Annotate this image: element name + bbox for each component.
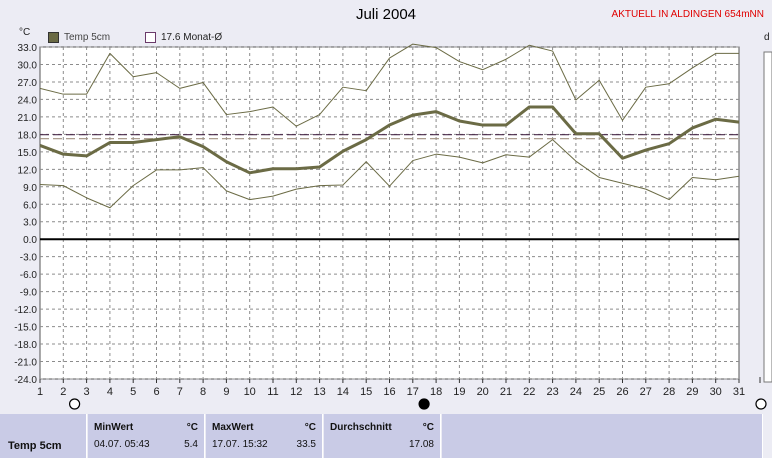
max-unit: °C bbox=[304, 422, 316, 433]
x-tick-label: 6 bbox=[153, 386, 159, 398]
stats-min-panel: MinWert °C 04.07. 05:43 5.4 bbox=[88, 414, 205, 458]
series-min-line bbox=[39, 139, 740, 209]
y-tick-label: 6.0 bbox=[23, 200, 37, 211]
x-tick-label: 27 bbox=[640, 386, 652, 398]
x-tick-label: 16 bbox=[383, 386, 395, 398]
station-label: AKTUELL IN ALDINGEN 654mNN bbox=[611, 9, 764, 20]
avg-unit: °C bbox=[422, 422, 434, 433]
y-tick-label: 30.0 bbox=[18, 60, 38, 71]
y-tick-label: -15.0 bbox=[14, 323, 37, 334]
x-tick-label: 19 bbox=[453, 386, 465, 398]
x-tick-label: 17 bbox=[407, 386, 419, 398]
y-tick-label: 3.0 bbox=[23, 218, 37, 229]
x-tick-label: 8 bbox=[200, 386, 206, 398]
x-tick-label: 7 bbox=[177, 386, 183, 398]
y-tick-label: 12.0 bbox=[18, 165, 38, 176]
x-tick-label: 31 bbox=[733, 386, 745, 398]
y-tick-label: -21.0 bbox=[14, 358, 37, 369]
y-unit-label: °C bbox=[19, 27, 31, 38]
x-tick-label: 18 bbox=[430, 386, 442, 398]
x-tick-label: 22 bbox=[523, 386, 535, 398]
x-tick-label: 21 bbox=[500, 386, 512, 398]
y-tick-label: -6.0 bbox=[20, 270, 38, 281]
min-header: MinWert bbox=[94, 422, 134, 433]
legend-series-label: Temp 5cm bbox=[64, 32, 111, 43]
right-scrollbar bbox=[763, 51, 772, 383]
min-date: 04.07. 05:43 bbox=[94, 439, 150, 450]
legend-series: Temp 5cm bbox=[48, 32, 110, 43]
plot-area: 33.030.027.024.021.018.015.012.09.06.03.… bbox=[14, 43, 772, 410]
y-tick-label: -18.0 bbox=[14, 340, 37, 351]
series-max-line bbox=[39, 43, 739, 127]
y-tick-label: 33.0 bbox=[18, 43, 38, 54]
y-tick-label: -3.0 bbox=[20, 253, 38, 264]
x-tick-label: 9 bbox=[223, 386, 229, 398]
min-unit: °C bbox=[186, 422, 198, 433]
avg-header: Durchschnitt bbox=[330, 422, 392, 433]
x-tick-label: 15 bbox=[360, 386, 372, 398]
x-tick-label: 24 bbox=[570, 386, 582, 398]
x-tick-label: 5 bbox=[130, 386, 136, 398]
stats-label-panel bbox=[0, 414, 87, 458]
x-tick-label: 3 bbox=[84, 386, 90, 398]
y-tick-label: -12.0 bbox=[14, 305, 37, 316]
min-value: 5.4 bbox=[184, 439, 198, 450]
y-tick-label: 21.0 bbox=[18, 113, 38, 124]
y-tick-label: 9.0 bbox=[23, 183, 37, 194]
stats-max-panel: MaxWert °C 17.07. 15:32 33.5 bbox=[206, 414, 323, 458]
y-tick-label: 24.0 bbox=[18, 95, 38, 106]
x-tick-label: 10 bbox=[244, 386, 256, 398]
stats-avg-panel: Durchschnitt °C 17.08 bbox=[324, 414, 441, 458]
legend-mean: 17.6 Monat-Ø bbox=[145, 32, 222, 43]
max-date: 17.07. 15:32 bbox=[212, 439, 268, 450]
x-tick-label: 1 bbox=[37, 386, 43, 398]
series-main-line bbox=[39, 105, 740, 175]
max-value: 33.5 bbox=[296, 439, 316, 450]
x-tick-label: 2 bbox=[60, 386, 66, 398]
y-tick-label: 18.0 bbox=[18, 130, 38, 141]
legend-mean-label: 17.6 Monat-Ø bbox=[161, 32, 223, 43]
y-tick-label: -9.0 bbox=[20, 288, 38, 299]
x-tick-label: 26 bbox=[616, 386, 628, 398]
legend-mean-swatch bbox=[145, 32, 156, 43]
y-tick-label: 27.0 bbox=[18, 78, 38, 89]
max-header: MaxWert bbox=[212, 422, 254, 433]
x-tick-label: 12 bbox=[290, 386, 302, 398]
first-quarter-moon-icon bbox=[68, 398, 81, 410]
x-tick-label: 23 bbox=[546, 386, 558, 398]
x-tick-label: 11 bbox=[267, 386, 278, 398]
legend-series-swatch bbox=[48, 32, 59, 43]
stats-empty-panel bbox=[442, 414, 763, 458]
x-tick-label: 25 bbox=[593, 386, 605, 398]
right-unit-label: d bbox=[764, 32, 770, 43]
full-moon-icon bbox=[418, 398, 430, 410]
x-tick-label: 28 bbox=[663, 386, 675, 398]
x-tick-label: 29 bbox=[686, 386, 698, 398]
y-tick-label: -24.0 bbox=[14, 375, 37, 386]
x-tick-label: 4 bbox=[107, 386, 113, 398]
y-tick-label: 0.0 bbox=[23, 235, 37, 246]
x-tick-label: 30 bbox=[710, 386, 722, 398]
y-tick-label: 15.0 bbox=[18, 148, 38, 159]
x-tick-label: 13 bbox=[313, 386, 325, 398]
x-tick-label: 20 bbox=[477, 386, 489, 398]
chart-title: Juli 2004 bbox=[355, 6, 417, 23]
avg-value: 17.08 bbox=[408, 439, 434, 450]
moon-marker-icon bbox=[755, 398, 767, 410]
x-tick-label: 14 bbox=[337, 386, 349, 398]
stats-row-label: Temp 5cm bbox=[8, 440, 62, 452]
